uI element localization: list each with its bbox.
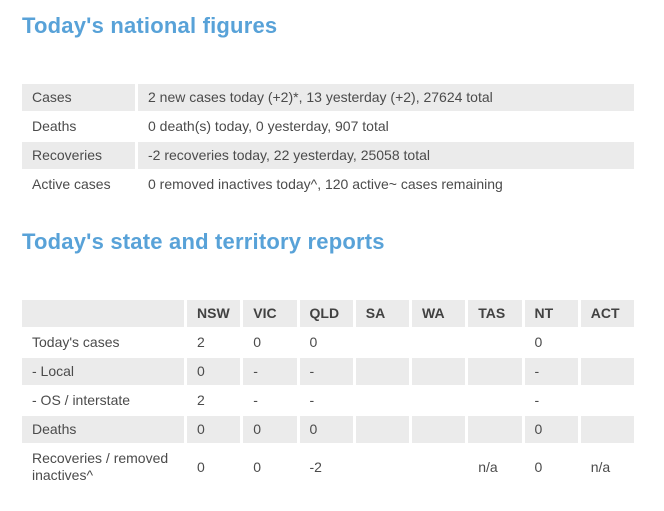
column-header-tas: TAS	[468, 300, 522, 327]
row-label: Recoveries / removed inactives^	[22, 445, 184, 489]
cell-nt: 0	[524, 329, 578, 356]
column-header-blank	[22, 300, 184, 327]
cell-vic: 0	[243, 445, 297, 489]
cell-act	[580, 358, 634, 385]
cell-nsw: 2	[187, 329, 241, 356]
cell-vic: 0	[243, 416, 297, 443]
table-row: Recoveries -2 recoveries today, 22 yeste…	[22, 142, 634, 169]
cell-sa	[355, 387, 409, 414]
cell-tas	[468, 358, 522, 385]
cell-nt: 0	[524, 416, 578, 443]
column-header-sa: SA	[355, 300, 409, 327]
cell-tas	[468, 416, 522, 443]
cell-wa	[412, 416, 466, 443]
cell-sa	[355, 358, 409, 385]
table-row: Deaths 0 death(s) today, 0 yesterday, 90…	[22, 113, 634, 140]
cell-qld: -	[299, 387, 353, 414]
cell-sa	[355, 329, 409, 356]
row-label: Deaths	[22, 416, 184, 443]
column-header-vic: VIC	[243, 300, 297, 327]
cell-qld: 0	[299, 329, 353, 356]
cell-wa	[412, 329, 466, 356]
row-label: - OS / interstate	[22, 387, 184, 414]
row-label: Recoveries	[22, 142, 135, 169]
cell-wa	[412, 387, 466, 414]
cell-tas	[468, 329, 522, 356]
cell-nsw: 0	[187, 358, 241, 385]
table-row: Deaths 0 0 0 0	[22, 416, 634, 443]
table-row: - Local 0 - - -	[22, 358, 634, 385]
cell-sa	[355, 416, 409, 443]
cell-act	[580, 329, 634, 356]
cell-tas	[468, 387, 522, 414]
state-reports-heading: Today's state and territory reports	[22, 229, 385, 254]
national-figures-heading: Today's national figures	[22, 13, 278, 38]
cell-nt: 0	[524, 445, 578, 489]
cell-qld: 0	[299, 416, 353, 443]
report-page: Today's national figures Cases 2 new cas…	[19, 13, 637, 491]
cell-wa	[412, 445, 466, 489]
table-header-row: NSW VIC QLD SA WA TAS NT ACT	[22, 300, 634, 327]
column-header-nsw: NSW	[187, 300, 241, 327]
table-row: - OS / interstate 2 - - -	[22, 387, 634, 414]
row-label: Deaths	[22, 113, 135, 140]
cell-nt: -	[524, 358, 578, 385]
cell-nt: -	[524, 387, 578, 414]
column-header-nt: NT	[524, 300, 578, 327]
column-header-qld: QLD	[299, 300, 353, 327]
row-label: - Local	[22, 358, 184, 385]
national-figures-table: Cases 2 new cases today (+2)*, 13 yester…	[19, 82, 637, 200]
row-label: Active cases	[22, 171, 135, 198]
table-row: Today's cases 2 0 0 0	[22, 329, 634, 356]
cell-vic: -	[243, 387, 297, 414]
cell-tas: n/a	[468, 445, 522, 489]
table-row: Cases 2 new cases today (+2)*, 13 yester…	[22, 84, 634, 111]
state-reports-table: NSW VIC QLD SA WA TAS NT ACT Today's cas…	[19, 298, 637, 491]
cell-nsw: 0	[187, 445, 241, 489]
table-row: Active cases 0 removed inactives today^,…	[22, 171, 634, 198]
cell-nsw: 2	[187, 387, 241, 414]
cell-sa	[355, 445, 409, 489]
column-header-act: ACT	[580, 300, 634, 327]
cell-wa	[412, 358, 466, 385]
row-value: 0 death(s) today, 0 yesterday, 907 total	[138, 113, 634, 140]
table-row: Recoveries / removed inactives^ 0 0 -2 n…	[22, 445, 634, 489]
cell-qld: -2	[299, 445, 353, 489]
column-header-wa: WA	[412, 300, 466, 327]
cell-act: n/a	[580, 445, 634, 489]
cell-vic: -	[243, 358, 297, 385]
cell-nsw: 0	[187, 416, 241, 443]
cell-vic: 0	[243, 329, 297, 356]
row-value: 2 new cases today (+2)*, 13 yesterday (+…	[138, 84, 634, 111]
cell-act	[580, 387, 634, 414]
row-value: 0 removed inactives today^, 120 active~ …	[138, 171, 634, 198]
row-label: Cases	[22, 84, 135, 111]
cell-act	[580, 416, 634, 443]
row-value: -2 recoveries today, 22 yesterday, 25058…	[138, 142, 634, 169]
cell-qld: -	[299, 358, 353, 385]
row-label: Today's cases	[22, 329, 184, 356]
